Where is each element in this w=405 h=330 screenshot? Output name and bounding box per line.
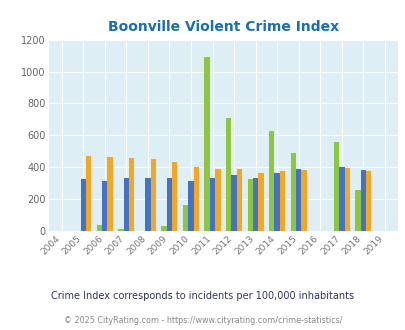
Bar	[129, 158, 134, 231]
Bar	[274, 173, 279, 231]
Text: © 2025 CityRating.com - https://www.cityrating.com/crime-statistics/: © 2025 CityRating.com - https://www.city…	[64, 316, 341, 325]
Bar	[150, 159, 156, 231]
Bar	[252, 178, 258, 231]
Bar	[107, 157, 113, 231]
Bar	[145, 178, 150, 231]
Bar	[279, 171, 285, 231]
Bar	[172, 162, 177, 231]
Bar	[247, 179, 252, 231]
Bar	[80, 179, 86, 231]
Bar	[269, 131, 274, 231]
Bar	[102, 181, 107, 231]
Bar	[338, 167, 344, 231]
Bar	[365, 171, 371, 231]
Bar	[182, 205, 188, 231]
Bar	[161, 226, 166, 231]
Bar	[354, 190, 360, 231]
Text: Crime Index corresponds to incidents per 100,000 inhabitants: Crime Index corresponds to incidents per…	[51, 291, 354, 301]
Bar	[96, 225, 102, 231]
Bar	[123, 178, 129, 231]
Bar	[231, 175, 236, 231]
Bar	[301, 170, 306, 231]
Bar	[290, 153, 295, 231]
Bar	[295, 169, 301, 231]
Bar	[344, 168, 349, 231]
Bar	[204, 57, 209, 231]
Bar	[209, 178, 215, 231]
Bar	[215, 169, 220, 231]
Bar	[236, 169, 241, 231]
Bar	[118, 229, 123, 231]
Bar	[333, 142, 338, 231]
Bar	[188, 181, 193, 231]
Bar	[226, 118, 231, 231]
Title: Boonville Violent Crime Index: Boonville Violent Crime Index	[107, 20, 338, 34]
Bar	[258, 173, 263, 231]
Bar	[86, 156, 91, 231]
Bar	[360, 170, 365, 231]
Bar	[166, 178, 172, 231]
Bar	[193, 167, 198, 231]
